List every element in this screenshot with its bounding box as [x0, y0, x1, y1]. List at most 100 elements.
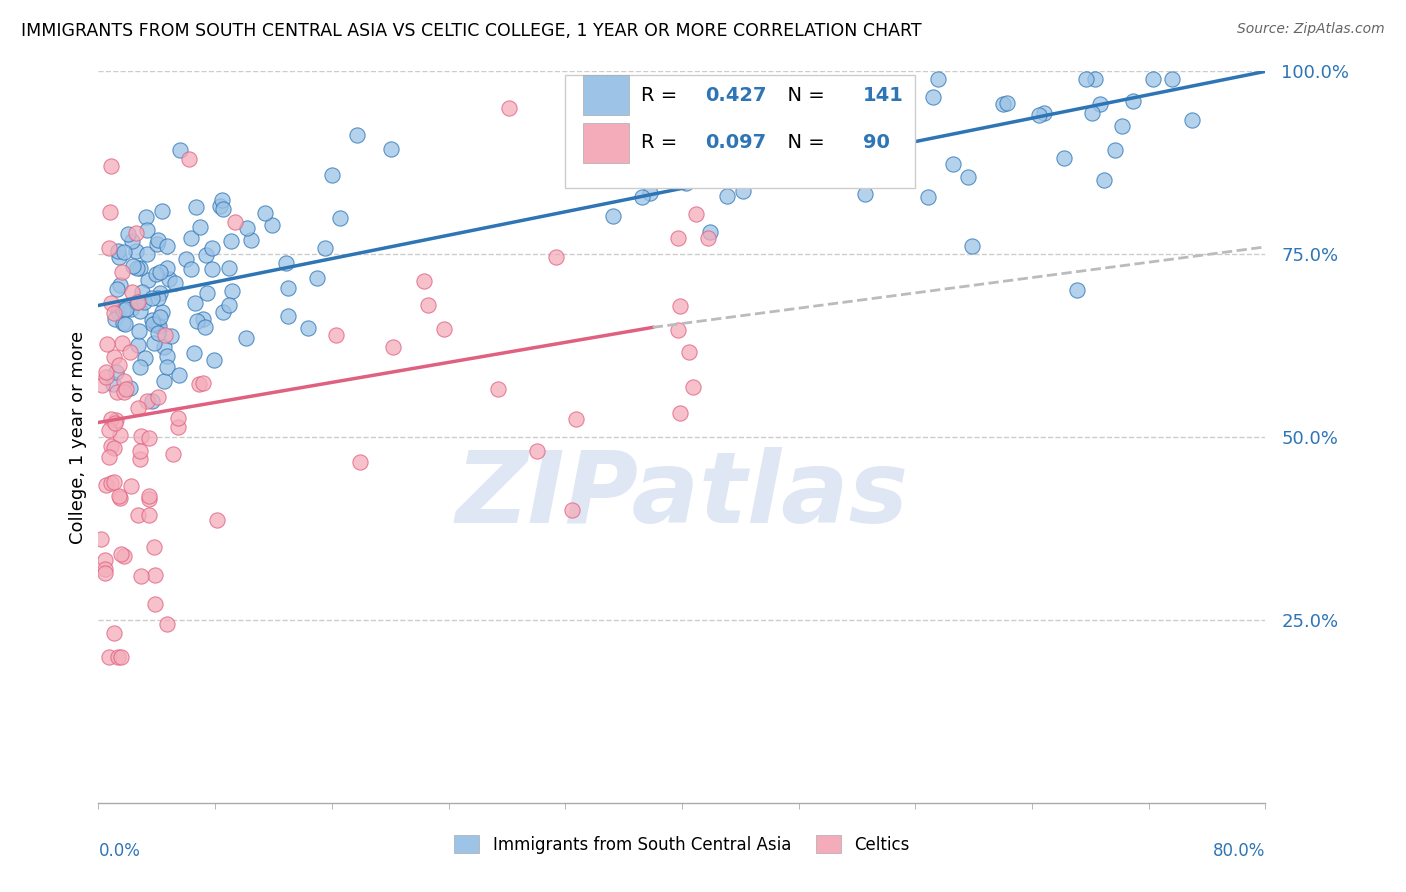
Point: [731, 184, 754, 198]
Point: [239, 234, 262, 248]
Y-axis label: College, 1 year or more: College, 1 year or more: [69, 331, 87, 543]
Point: [1122, 94, 1144, 108]
Point: [132, 294, 155, 309]
Point: [207, 513, 229, 527]
Point: [148, 233, 170, 247]
Point: [146, 236, 169, 251]
Point: [156, 616, 179, 631]
Point: [669, 300, 692, 314]
Text: 0.0%: 0.0%: [98, 842, 141, 860]
Point: [105, 365, 128, 379]
Point: [150, 203, 173, 218]
FancyBboxPatch shape: [582, 122, 630, 163]
Point: [149, 265, 172, 279]
Point: [221, 284, 243, 298]
Point: [93, 553, 115, 567]
Text: N =: N =: [775, 86, 831, 104]
Point: [131, 285, 153, 300]
Point: [149, 310, 172, 325]
Point: [125, 244, 148, 258]
Point: [129, 569, 152, 583]
Point: [100, 412, 122, 426]
Point: [93, 562, 115, 576]
Point: [202, 352, 225, 367]
Point: [110, 548, 132, 562]
Point: [129, 428, 152, 442]
Point: [212, 305, 235, 319]
Point: [325, 327, 347, 342]
Point: [526, 443, 548, 458]
Point: [103, 441, 125, 455]
Point: [201, 261, 224, 276]
Point: [115, 301, 138, 316]
Point: [125, 261, 148, 276]
Point: [195, 285, 218, 300]
Point: [853, 186, 876, 201]
Point: [98, 423, 121, 437]
Point: [105, 281, 128, 295]
Point: [735, 164, 758, 178]
Point: [138, 431, 160, 445]
Point: [121, 234, 143, 248]
Point: [152, 340, 174, 354]
Point: [157, 272, 180, 286]
Point: [167, 368, 190, 382]
Point: [666, 323, 689, 337]
Point: [193, 376, 215, 390]
Point: [699, 111, 721, 125]
Point: [696, 231, 718, 245]
Point: [1161, 71, 1184, 86]
Point: [135, 210, 157, 224]
Point: [129, 304, 152, 318]
Point: [100, 159, 122, 173]
Point: [184, 201, 207, 215]
Point: [141, 312, 163, 326]
Point: [432, 322, 454, 336]
Point: [1094, 173, 1116, 187]
Point: [699, 225, 721, 239]
Point: [136, 393, 159, 408]
Point: [127, 295, 149, 310]
Point: [118, 344, 141, 359]
Point: [561, 503, 583, 517]
Text: ZIPatlas: ZIPatlas: [456, 447, 908, 544]
Point: [224, 215, 246, 229]
Point: [127, 401, 149, 416]
Point: [682, 379, 704, 393]
Text: Source: ZipAtlas.com: Source: ZipAtlas.com: [1237, 22, 1385, 37]
Point: [104, 311, 127, 326]
Text: 141: 141: [863, 86, 904, 104]
Point: [297, 320, 319, 334]
Point: [127, 338, 149, 352]
Point: [666, 231, 689, 245]
Point: [141, 393, 163, 408]
Point: [141, 291, 163, 305]
Point: [110, 649, 132, 664]
Point: [121, 259, 143, 273]
Point: [166, 411, 188, 425]
Point: [262, 219, 284, 233]
Point: [135, 223, 157, 237]
Point: [617, 159, 640, 173]
Point: [156, 349, 179, 363]
Point: [110, 265, 132, 279]
Point: [136, 246, 159, 260]
Point: [180, 231, 202, 245]
Point: [346, 128, 368, 142]
Point: [143, 597, 166, 611]
Point: [134, 351, 156, 365]
Point: [112, 316, 135, 330]
Point: [382, 340, 405, 354]
Point: [416, 298, 439, 312]
Point: [152, 374, 174, 388]
Point: [180, 261, 202, 276]
Point: [274, 256, 297, 270]
Point: [602, 209, 624, 223]
Point: [218, 297, 240, 311]
Point: [136, 273, 159, 287]
Point: [169, 143, 191, 157]
Point: [993, 97, 1015, 112]
Point: [631, 190, 654, 204]
Point: [107, 385, 129, 400]
Point: [235, 331, 257, 345]
